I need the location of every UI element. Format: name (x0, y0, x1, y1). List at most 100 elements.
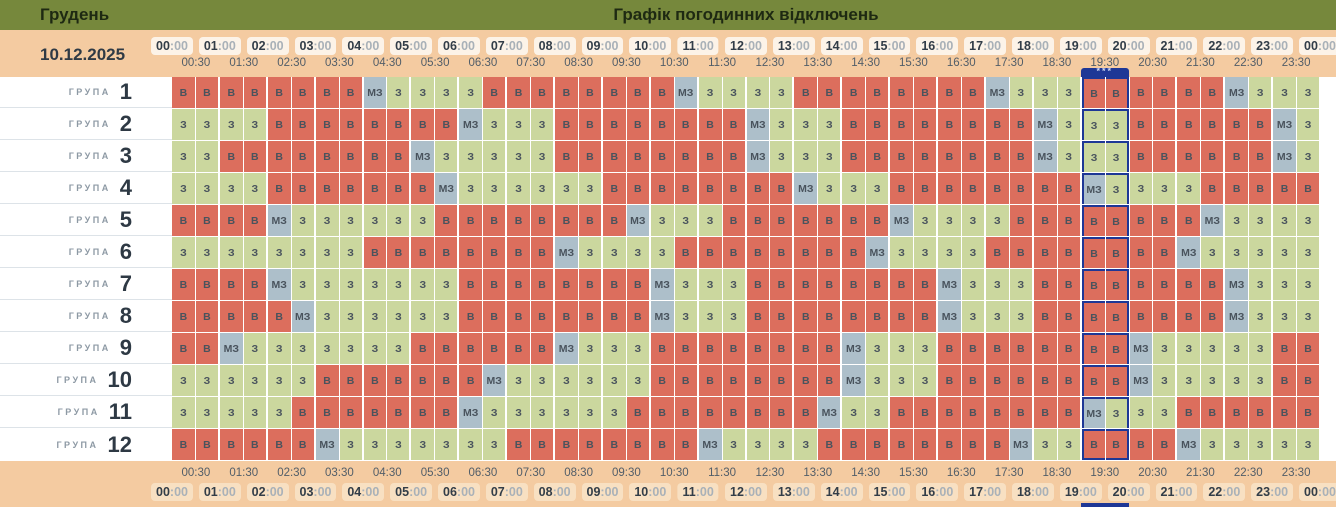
hour-label: 06:00 (438, 483, 480, 501)
schedule-cell: В (1177, 77, 1201, 108)
schedule-cell: З (1057, 77, 1081, 108)
schedule-cell: З (1273, 269, 1297, 300)
hour-label: 03:00 (294, 483, 337, 501)
schedule-cell: МЗ (1081, 397, 1105, 428)
schedule-cell: МЗ (794, 173, 818, 204)
hour-label: 17:00 (964, 37, 1007, 55)
schedule-cell: З (387, 269, 411, 300)
schedule-cell: В (1081, 269, 1105, 300)
schedule-cell: З (866, 173, 890, 204)
group-label: ГРУПА 3 (0, 141, 172, 172)
schedule-cell: З (1249, 205, 1273, 236)
schedule-cell: В (746, 237, 770, 268)
half-hour-label: 19:30 (1090, 57, 1120, 69)
schedule-cell: МЗ (842, 365, 866, 396)
group-label: ГРУПА 1 (0, 77, 172, 108)
schedule-cell: В (172, 77, 195, 108)
schedule-cell: МЗ (1177, 429, 1201, 460)
half-hour-label: 01:30 (229, 467, 259, 479)
schedule-cell: В (411, 365, 435, 396)
group-number: 5 (119, 207, 132, 232)
schedule-cell: В (363, 397, 387, 428)
schedule-cell: В (1105, 269, 1129, 300)
schedule-cell: В (267, 301, 291, 332)
schedule-cell: В (363, 109, 387, 140)
schedule-cell: В (435, 205, 459, 236)
half-hour-label: 20:30 (1138, 467, 1167, 479)
schedule-cell: МЗ (483, 365, 507, 396)
half-hour-label: 13:30 (803, 467, 833, 479)
schedule-cell: З (459, 141, 483, 172)
schedule-cell: В (363, 173, 387, 204)
schedule-cell: В (938, 365, 961, 396)
group-row: ГРУПА 3 З З В В В В В В В В МЗ З З З З З В В В В В В В В МЗ З З З В В В В… (0, 141, 1336, 173)
schedule-cell: В (195, 205, 219, 236)
half-hour-label: 05:30 (420, 467, 450, 479)
half-hour-label: 11:30 (708, 57, 737, 69)
schedule-cell: З (315, 301, 339, 332)
schedule-cell: В (626, 173, 650, 204)
schedule-cell: З (698, 205, 722, 236)
schedule-cell: З (866, 333, 890, 364)
group-number: 6 (119, 239, 132, 264)
schedule-cell: В (243, 205, 267, 236)
group-number: 12 (107, 431, 132, 457)
schedule-cell: В (794, 237, 818, 268)
schedule-cell: В (890, 109, 914, 140)
schedule-cell: МЗ (626, 205, 650, 236)
schedule-cell: З (339, 237, 363, 268)
schedule-cell: З (459, 429, 483, 460)
schedule-cell: В (1177, 109, 1201, 140)
schedule-cell: В (387, 365, 411, 396)
schedule-cell: В (555, 141, 578, 172)
schedule-cell: З (1249, 269, 1273, 300)
schedule-cell: В (411, 173, 435, 204)
schedule-cell: В (1057, 205, 1081, 236)
schedule-cell: В (1153, 429, 1177, 460)
half-hour-label: 00:30 (181, 57, 211, 69)
schedule-cell: З (243, 173, 267, 204)
schedule-cell: З (1177, 365, 1201, 396)
schedule-cell: З (339, 429, 363, 460)
schedule-cell: В (985, 237, 1009, 268)
half-hour-label: 19:30 (1090, 467, 1120, 479)
schedule-cell: МЗ (459, 109, 483, 140)
schedule-cell: З (507, 397, 531, 428)
schedule-cell: В (339, 173, 363, 204)
schedule-cell: З (1297, 77, 1320, 108)
schedule-cell: В (172, 333, 195, 364)
schedule-cell: З (1153, 397, 1177, 428)
group-label: ГРУПА 12 (0, 429, 172, 460)
schedule-cell: З (698, 301, 722, 332)
schedule-cell: В (531, 333, 554, 364)
schedule-cell: З (818, 173, 842, 204)
schedule-cell: З (722, 269, 746, 300)
schedule-cell: В (674, 237, 698, 268)
group-cells: З З З З З З З З В В В В В В В В МЗ З З З З В В В В В В В В МЗ З З З З В В В В… (172, 237, 1320, 268)
schedule-cell: В (267, 77, 291, 108)
hour-label: 07:00 (485, 483, 528, 501)
schedule-cell: В (1297, 365, 1320, 396)
schedule-cell: МЗ (746, 109, 770, 140)
schedule-cell: З (674, 301, 698, 332)
group-row: ГРУПА 1 В В В В В В В В МЗ З З З З В В В В В В В В МЗ З З З З В В В В В В… (0, 77, 1336, 109)
schedule-cell: З (243, 109, 267, 140)
hour-label: 16:00 (916, 37, 959, 55)
schedule-cell: В (459, 237, 483, 268)
schedule-cell: В (1033, 397, 1057, 428)
schedule-cell: В (1201, 77, 1225, 108)
current-time-strip (1080, 503, 1129, 507)
schedule-cell: З (219, 173, 243, 204)
schedule-cell: МЗ (1273, 141, 1297, 172)
schedule-cell: В (1153, 109, 1177, 140)
half-hour-label: 08:30 (564, 467, 593, 479)
group-label: ГРУПА 10 (0, 365, 172, 396)
schedule-cell: В (1153, 269, 1177, 300)
schedule-cell: В (1009, 109, 1033, 140)
schedule-cell: В (219, 269, 243, 300)
group-row: ГРУПА 9 В В МЗ З З З З З З З В В В В В В МЗ З З З В В В В В В В В МЗ З З… (0, 333, 1336, 365)
schedule-cell: МЗ (1009, 429, 1033, 460)
schedule-cell: З (555, 173, 578, 204)
hour-label: 00:00 (151, 37, 193, 55)
schedule-cell: З (531, 365, 554, 396)
